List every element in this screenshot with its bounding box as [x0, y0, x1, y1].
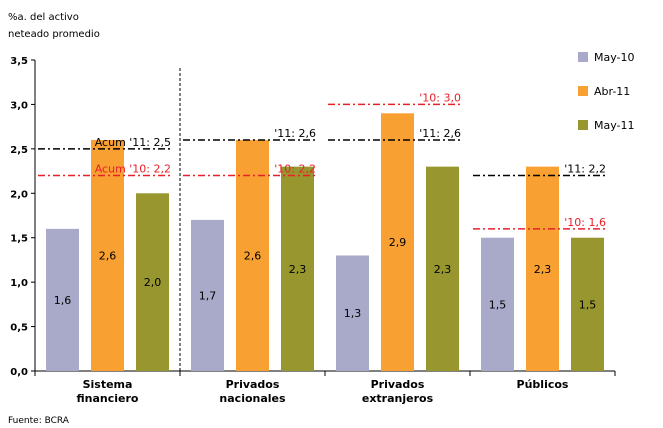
category-label: nacionales	[219, 392, 286, 405]
reference-line-label: '11: 2,6	[274, 127, 316, 140]
bar	[236, 139, 269, 371]
bar	[571, 237, 604, 371]
bar	[136, 193, 169, 371]
bar	[336, 255, 369, 371]
bar-value-label: 2,3	[289, 263, 307, 276]
bar-value-label: 2,6	[244, 249, 262, 262]
reference-line-label: '11: 2,6	[419, 127, 461, 140]
legend-label: May-11	[594, 119, 635, 132]
reference-line-label: '10: 2,2	[274, 163, 316, 176]
legend-label: May-10	[594, 51, 635, 64]
reference-line-label: Acum '10: 2,2	[95, 163, 171, 176]
legend-label: Abr-11	[594, 85, 630, 98]
y-tick-label: 1,5	[10, 234, 28, 245]
reference-line-label: '11: 2,2	[564, 163, 606, 176]
bar-value-label: 2,0	[144, 276, 162, 289]
bar-value-label: 2,6	[99, 249, 117, 262]
bar	[381, 113, 414, 372]
bar-value-label: 2,3	[534, 263, 552, 276]
y-tick-label: 0,5	[10, 323, 28, 334]
y-tick-label: 3,0	[10, 100, 28, 111]
y-tick-label: 2,0	[10, 189, 28, 200]
y-tick-label: 3,5	[10, 56, 28, 67]
bar-value-label: 2,9	[389, 236, 407, 249]
reference-line-label: '10: 3,0	[419, 91, 461, 104]
category-label: Privados	[226, 378, 280, 391]
y-axis-title-line-2: neteado promedio	[8, 29, 100, 40]
bar-value-label: 1,7	[199, 289, 217, 302]
bar	[526, 166, 559, 371]
bar	[281, 166, 314, 371]
bar-value-label: 2,3	[434, 263, 452, 276]
bar-value-label: 1,6	[54, 294, 72, 307]
legend-swatch	[578, 120, 588, 130]
bar	[91, 139, 124, 371]
category-label: financiero	[77, 392, 139, 405]
bar-value-label: 1,3	[344, 307, 362, 320]
reference-line-label: Acum '11: 2,5	[95, 136, 171, 149]
y-axis-title-line-1: %a. del activo	[8, 12, 79, 23]
category-label: extranjeros	[362, 392, 434, 405]
bar	[191, 219, 224, 371]
legend-swatch	[578, 86, 588, 96]
category-label: Públicos	[517, 378, 569, 391]
category-label: Sistema	[83, 378, 133, 391]
legend: May-10 Abr-11 May-11	[578, 51, 635, 132]
plot-area: 0,0 0,5 1,0 1,5 2,0 2,5 3,0 3,5 1,6 2,6 2,0 Sistema…	[10, 56, 616, 405]
bar-value-label: 1,5	[579, 298, 597, 311]
y-tick-label: 1,0	[10, 278, 28, 289]
bar	[481, 237, 514, 371]
legend-swatch	[578, 52, 588, 62]
category-label: Privados	[371, 378, 425, 391]
bar	[426, 166, 459, 371]
y-tick-label: 2,5	[10, 145, 28, 156]
bar	[46, 228, 79, 371]
y-tick-label: 0,0	[10, 367, 28, 378]
reference-line-label: '10: 1,6	[564, 216, 606, 229]
bar-value-label: 1,5	[489, 298, 507, 311]
source-note: Fuente: BCRA	[8, 416, 70, 426]
